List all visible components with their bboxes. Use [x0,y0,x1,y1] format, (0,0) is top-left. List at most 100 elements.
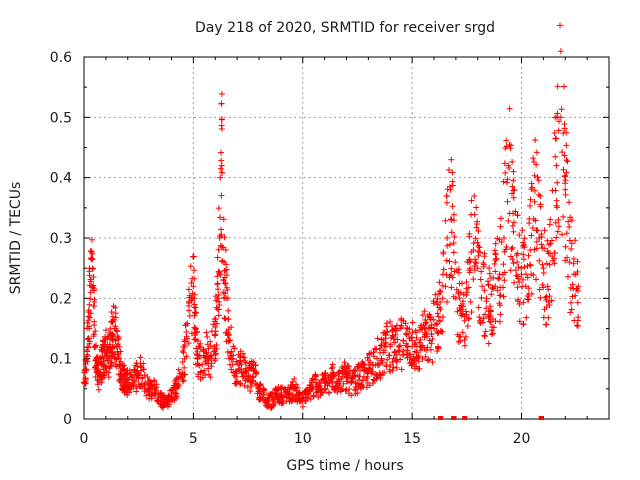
data-point [492,240,499,247]
data-point [329,364,336,371]
data-point [128,371,135,378]
data-point [182,322,189,329]
data-point [569,293,576,300]
data-point [451,211,458,218]
x-tick-label: 0 [80,431,89,447]
data-point [375,362,382,369]
data-point [497,223,504,230]
data-point [553,162,560,169]
data-point [215,306,222,313]
data-point [507,253,514,260]
data-point [86,301,93,308]
data-point [574,323,581,330]
data-point [413,354,420,361]
data-point [500,284,507,291]
data-point [87,295,94,302]
data-point [533,245,540,252]
data-point [534,174,541,181]
data-point [443,257,450,264]
data-point [510,228,517,235]
data-point [212,316,219,323]
data-point [326,389,333,396]
gap-marker [462,416,468,420]
data-point [212,328,219,335]
data-point [457,307,464,314]
data-point [192,325,199,332]
data-point [340,380,347,387]
data-point [462,333,469,340]
data-point [105,369,112,376]
x-tick-label: 5 [189,431,198,447]
data-point [220,216,227,223]
data-point [409,319,416,326]
data-point [478,268,485,275]
data-point [434,295,441,302]
y-tick-label: 0 [63,412,72,428]
data-point [256,381,263,388]
data-point [217,214,224,221]
data-point [557,48,564,55]
axis-ticks [83,56,609,420]
data-point [214,254,221,261]
data-point [535,191,542,198]
data-point [191,336,198,343]
data-point [115,341,122,348]
data-point [212,351,219,358]
data-point [339,386,346,393]
data-point [439,295,446,302]
data-point [553,135,560,142]
data-point [190,253,197,260]
data-point [237,381,244,388]
data-point [216,235,223,241]
data-point [179,359,186,366]
data-point [120,366,127,373]
data-point [463,292,470,299]
data-point [538,241,545,248]
data-point [515,264,522,271]
data-point [435,345,442,352]
data-point [549,253,556,260]
data-point [463,285,470,292]
data-point [501,235,507,241]
data-point [516,318,523,325]
data-point [429,359,436,366]
data-point [447,186,454,193]
data-point [512,208,519,215]
data-point [172,395,179,402]
data-point [418,326,425,333]
data-point [489,330,496,337]
data-point [221,315,228,322]
data-point [551,249,558,256]
data-point [501,277,508,284]
data-point [192,309,199,316]
data-point [480,315,487,322]
data-point [213,320,220,327]
data-point [317,378,324,385]
data-point [249,378,256,385]
data-point [121,380,128,387]
data-point [207,338,214,345]
data-point [84,358,91,365]
y-tick-label: 0.4 [50,171,72,187]
data-point [257,382,264,389]
data-point [180,349,187,356]
data-point [218,243,225,250]
data-point [215,312,222,319]
data-point [398,366,405,373]
data-point [485,314,492,321]
data-point [511,186,518,193]
data-point [194,355,201,362]
data-point [191,267,198,274]
data-point [574,299,581,306]
data-point [82,375,89,382]
y-tick-label: 0.3 [50,231,72,247]
data-point [175,366,182,373]
data-point [461,342,468,349]
data-point [465,316,472,323]
data-point [461,313,468,320]
data-point [179,348,186,355]
data-point [521,235,528,242]
data-point [364,354,371,361]
data-point [479,283,486,290]
data-point [225,331,232,338]
